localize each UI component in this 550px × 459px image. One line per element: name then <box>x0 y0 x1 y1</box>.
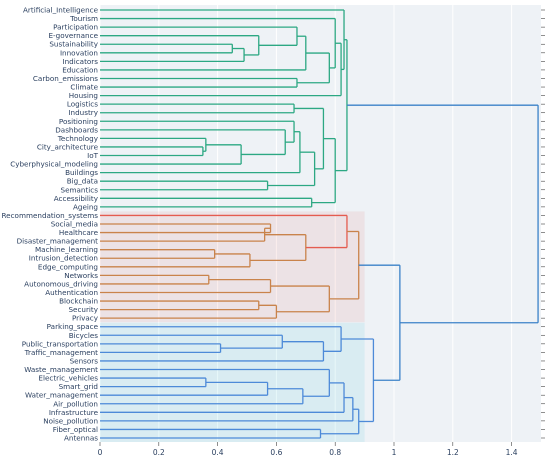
leaf-label: Air_pollution <box>53 399 98 408</box>
leaf-label: Artificial_Intelligence <box>23 6 99 15</box>
leaf-label: Participation <box>53 23 98 32</box>
leaf-label: Security <box>68 305 98 314</box>
leaf-label: Buildings <box>65 168 98 177</box>
leaf-label: Indicators <box>62 57 98 66</box>
leaf-label: Cyberphysical_modeling <box>10 160 98 169</box>
leaf-label: Social_media <box>51 220 98 229</box>
leaf-label: Tourism <box>69 14 98 23</box>
x-tick-label: 0.2 <box>153 448 165 457</box>
leaf-label: Big_data <box>67 177 98 186</box>
x-tick-label: 0 <box>98 448 103 457</box>
leaf-ticks <box>541 9 545 439</box>
x-tick-label: 1.4 <box>506 448 518 457</box>
leaf-label: Waste_management <box>24 365 98 374</box>
leaf-label: Machine_learning <box>35 245 98 254</box>
x-tick-label: 0.6 <box>270 448 282 457</box>
leaf-label: Antennas <box>64 434 98 443</box>
leaf-label: Carbon_emissions <box>33 74 98 83</box>
leaf-label: Sustainability <box>49 40 98 49</box>
leaf-label: Disaster_management <box>17 237 99 246</box>
x-tick-label: 1 <box>392 448 397 457</box>
link-root <box>346 104 539 324</box>
leaf-label: Bicycles <box>69 331 99 340</box>
leaf-label: Sensors <box>70 356 99 365</box>
leaf-label: Climate <box>70 83 98 92</box>
leaf-label: City_architecture <box>37 142 99 151</box>
leaf-label: Technology <box>57 134 99 143</box>
x-tick-label: 0.8 <box>329 448 341 457</box>
leaf-label: E-governance <box>49 31 99 40</box>
leaf-label: Education <box>62 65 98 74</box>
leaf-label: Ageing <box>73 202 98 211</box>
leaf-label: Public_transportation <box>22 339 98 348</box>
leaf-label: Innovation <box>60 48 98 57</box>
leaf-label: Healthcare <box>59 228 99 237</box>
leaf-label: Intrusion_detection <box>29 254 98 263</box>
leaf-labels: Artificial_IntelligenceTourismParticipat… <box>2 6 99 443</box>
leaf-label: Electric_vehicles <box>38 374 98 383</box>
leaf-label: Authentication <box>45 288 98 297</box>
leaf-label: Noise_pollution <box>43 416 98 425</box>
leaf-label: Smart_grid <box>59 382 98 391</box>
leaf-label: Traffic_management <box>24 348 99 357</box>
leaf-label: Water_management <box>25 391 98 400</box>
leaf-label: Housing <box>69 91 98 100</box>
leaf-label: Privacy <box>72 314 99 323</box>
leaf-label: Positioning <box>59 117 98 126</box>
leaf-label: Accessibility <box>54 194 99 203</box>
dendrogram-links <box>100 9 539 439</box>
leaf-label: Autonomous_driving <box>24 279 98 288</box>
x-axis: 0 0.2 0.4 0.6 0.8 1 1.2 1.4 <box>98 442 518 457</box>
leaf-label: Networks <box>64 271 98 280</box>
leaf-label: Blockchain <box>59 297 98 306</box>
leaf-label: Infrastructure <box>49 408 99 417</box>
leaf-label: Industry <box>68 108 98 117</box>
leaf-label: Edge_computing <box>38 262 98 271</box>
leaf-label: Parking_space <box>47 322 99 331</box>
leaf-label: Dashboards <box>55 125 98 134</box>
leaf-label: Semantics <box>61 185 99 194</box>
x-tick-label: 0.4 <box>212 448 224 457</box>
x-tick-label: 1.2 <box>447 448 459 457</box>
leaf-label: Recommendation_systems <box>2 211 99 220</box>
leaf-label: Logistics <box>67 100 98 109</box>
leaf-label: IoT <box>87 151 99 160</box>
leaf-label: Fiber_optical <box>53 425 98 434</box>
